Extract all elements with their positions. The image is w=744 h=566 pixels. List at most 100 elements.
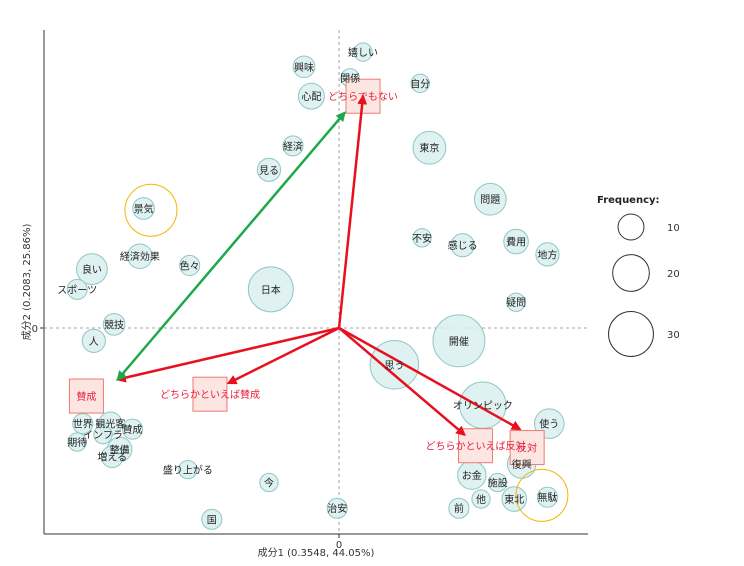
y-axis-title: 成分2 (0.2083, 25.86%) [21,223,33,340]
legend-size-circle [617,213,645,241]
category-label: どちらでもない [328,91,398,103]
word-bubble [121,418,144,440]
word-label: 賛成 [123,423,143,436]
word-label: 人 [89,336,99,348]
word-label: 使う [539,418,559,431]
word-label: 心配 [301,91,321,103]
word-label: 施設 [488,476,508,489]
word-label: 世界 [73,419,93,431]
word-bubble [535,242,560,267]
x-tick-label: 0 [336,540,342,551]
category-box [509,430,545,466]
word-bubble [432,314,486,368]
legend-size-label: 20 [667,269,680,280]
word-label: 費用 [506,236,526,249]
word-bubble [503,228,529,255]
red-arrow [338,326,522,431]
word-label: 関係 [340,73,360,85]
word-bubble [93,425,113,445]
legend-size-circle [608,311,654,357]
word-label: スポーツ [57,284,97,296]
word-bubble [412,130,447,165]
red-arrow [226,326,340,385]
word-label: 治安 [327,502,347,515]
word-bubble [412,228,432,248]
word-label: 国 [207,514,217,526]
word-label: 地方 [537,248,557,261]
word-label: 増える [97,451,127,464]
word-label: 問題 [480,194,500,206]
word-label: 興味 [294,62,314,74]
category-label: どちらかといえば反対 [426,440,526,453]
word-bubble [67,432,87,452]
word-bubble [297,82,325,110]
legend-size-circle [612,254,650,292]
category-label: 反対 [517,442,537,455]
word-label: 感じる [448,239,478,252]
word-label: 盛り上がる [163,464,213,477]
word-bubble [501,486,528,512]
category-label: 賛成 [76,390,96,403]
word-label: 東京 [419,142,439,155]
category-label: どちらかといえば賛成 [160,388,260,401]
word-label: 復興 [512,458,532,471]
word-bubble [326,497,348,519]
word-bubble [72,413,94,435]
word-bubble [410,73,430,94]
red-arrow [338,327,466,436]
word-label: 競技 [104,318,124,331]
word-label: 嬉しい [348,46,378,59]
green-double-arrow [116,111,346,382]
word-label: 景気 [134,202,154,215]
frequency-legend: Frequency: 10 20 30 [597,195,680,357]
word-bubble [353,42,373,62]
word-label: 色々 [180,259,200,272]
word-label: お金 [462,469,482,482]
category-boxes [68,78,545,466]
word-label: 前 [454,502,464,515]
word-bubble [259,472,279,493]
x-axis-title: 成分1 (0.3548, 44.05%) [258,547,375,559]
word-bubble [536,486,558,508]
word-bubble [178,459,198,480]
word-bubble [506,292,526,312]
word-label: 今 [264,476,274,489]
word-label: 東北 [504,493,524,506]
category-box [68,378,104,414]
word-label: 思う [384,360,404,372]
word-label: 見る [259,165,279,177]
word-label: 良い [82,263,102,276]
word-bubble [81,328,106,353]
red-arrow [115,326,340,383]
legend-size-label: 10 [667,223,680,234]
word-label: 観光客 [95,418,125,431]
word-label: 経済 [283,140,303,153]
word-bubble [448,497,470,519]
category-box [192,376,228,412]
legend-title: Frequency: [597,195,660,206]
word-bubble [473,182,507,216]
word-bubble [292,55,316,79]
word-label: 期待 [67,436,87,449]
word-label: 他 [476,493,486,506]
y-tick-label: 0 [32,324,38,335]
word-label: 経済効果 [120,250,160,263]
word-label: インフラ [83,430,123,442]
word-label: 無駄 [537,491,557,504]
word-label: 整備 [110,443,130,456]
arrows [115,94,522,436]
word-label: 開催 [449,335,469,348]
word-bubble [76,253,108,285]
word-label: 日本 [261,283,281,296]
highlight-ring [515,468,569,522]
word-label: 疑問 [506,297,526,309]
word-bubble [471,489,491,509]
word-bubble [201,508,223,530]
word-bubble [66,278,88,300]
word-bubble [450,233,475,258]
word-bubble [100,445,124,469]
word-label: オリンピック [453,400,513,412]
